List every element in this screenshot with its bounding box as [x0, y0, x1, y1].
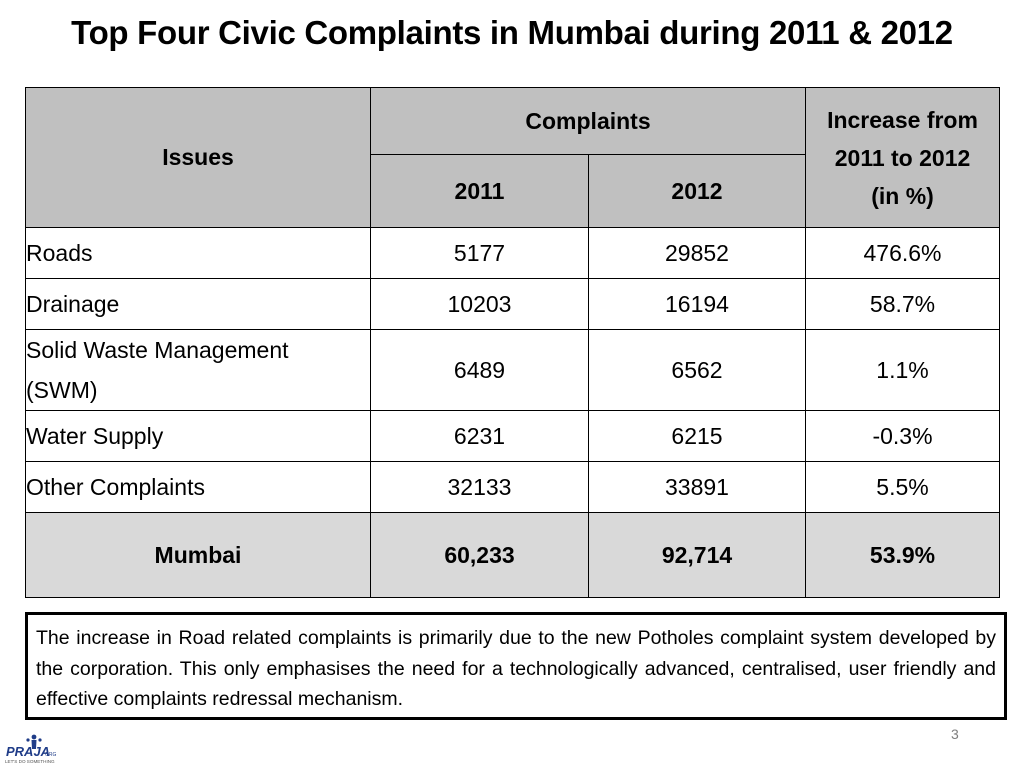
total-label-cell: Mumbai — [25, 512, 371, 598]
value-2012-cell: 6215 — [587, 410, 807, 462]
header-2012: 2012 — [587, 154, 807, 228]
praja-logo: PRAJA ORG LET'S DO SOMETHING — [5, 734, 57, 764]
praja-logo-tagline: LET'S DO SOMETHING — [5, 759, 55, 764]
total-2012-cell: 92,714 — [587, 512, 807, 598]
total-2011-cell: 60,233 — [370, 512, 589, 598]
page-number: 3 — [951, 726, 959, 742]
issue-cell: Other Complaints — [25, 461, 371, 513]
praja-logo-figures — [26, 734, 42, 749]
issue-cell: Water Supply — [25, 410, 371, 462]
slide-title: Top Four Civic Complaints in Mumbai duri… — [71, 14, 953, 51]
value-2011-cell: 5177 — [370, 227, 589, 279]
increase-cell: 5.5% — [805, 461, 1001, 513]
header-complaints: Complaints — [369, 87, 807, 155]
issue-cell: Drainage — [25, 278, 371, 330]
value-2011-cell: 32133 — [370, 461, 589, 513]
praja-logo-wordmark: PRAJA — [6, 744, 50, 759]
value-2012-cell: 6562 — [587, 329, 807, 411]
issue-cell: Roads — [25, 227, 371, 279]
header-increase-line1: Increase from — [827, 106, 978, 133]
value-2011-cell: 6489 — [370, 329, 589, 411]
praja-logo-suffix: ORG — [45, 752, 57, 758]
table-row-water-supply: Water Supply 6231 6215 -0.3% — [25, 410, 1001, 462]
issue-cell: Solid Waste Management (SWM) — [25, 329, 371, 411]
header-increase-line3: (in %) — [871, 182, 934, 209]
value-2012-cell: 29852 — [587, 227, 807, 279]
value-2011-cell: 6231 — [370, 410, 589, 462]
increase-cell: 1.1% — [805, 329, 1001, 411]
header-increase-line2: 2011 to 2012 — [834, 144, 971, 171]
complaints-table: Issues Complaints Increase from 2011 to … — [25, 87, 1001, 598]
table-row-other: Other Complaints 32133 33891 5.5% — [25, 461, 1001, 513]
note-box: The increase in Road related complaints … — [25, 612, 1007, 720]
increase-cell: 58.7% — [805, 278, 1001, 330]
total-increase-cell: 53.9% — [805, 512, 1001, 598]
table-row-total: Mumbai 60,233 92,714 53.9% — [25, 512, 1001, 598]
table-row-roads: Roads 5177 29852 476.6% — [25, 227, 1001, 279]
header-2011: 2011 — [370, 154, 589, 228]
table-row-drainage: Drainage 10203 16194 58.7% — [25, 278, 1001, 330]
value-2012-cell: 16194 — [587, 278, 807, 330]
increase-cell: -0.3% — [805, 410, 1001, 462]
header-increase: Increase from 2011 to 2012 (in %) — [805, 87, 1001, 228]
increase-cell: 476.6% — [805, 227, 1001, 279]
value-2011-cell: 10203 — [370, 278, 589, 330]
value-2012-cell: 33891 — [587, 461, 807, 513]
issue-line2: (SWM) — [26, 377, 98, 403]
header-issues: Issues — [25, 87, 371, 228]
table-row-swm: Solid Waste Management (SWM) 6489 6562 1… — [25, 329, 1001, 411]
issue-line1: Solid Waste Management — [26, 337, 289, 363]
